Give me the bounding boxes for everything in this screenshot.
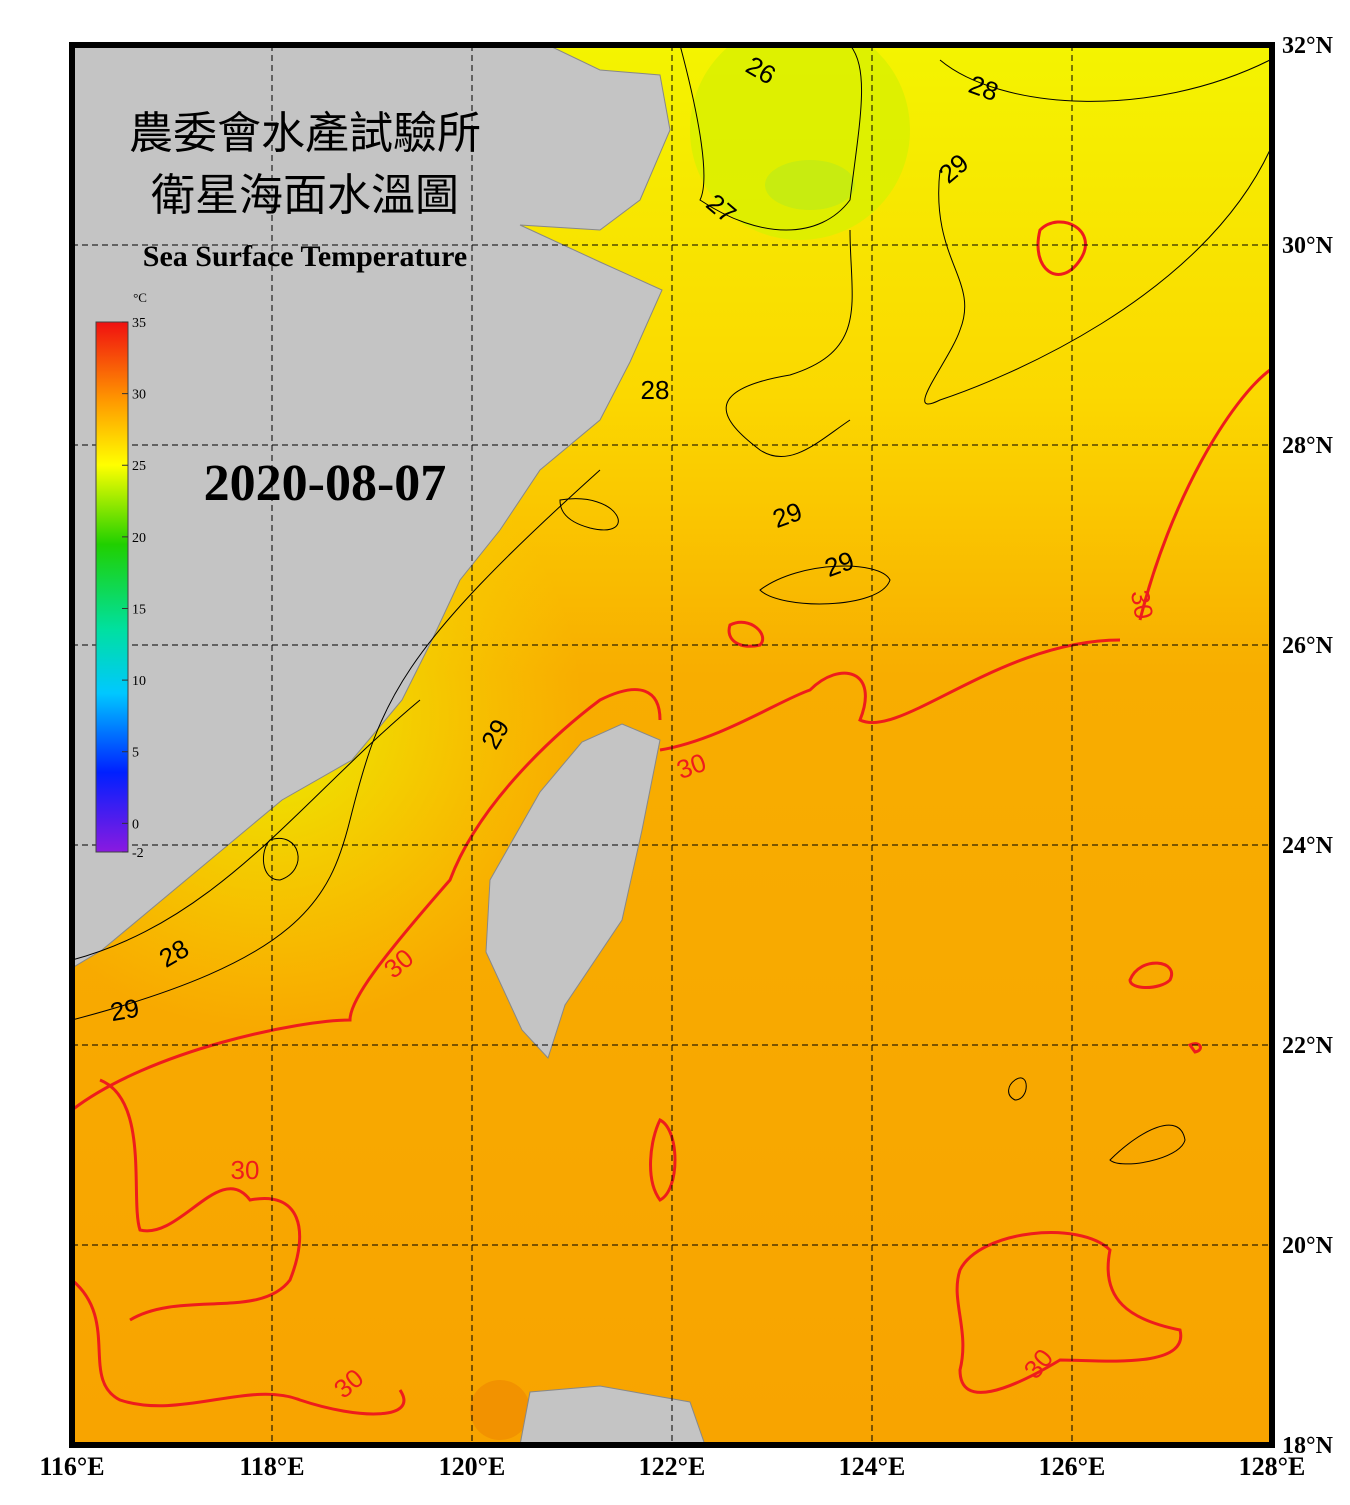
- luzon: [519, 1385, 706, 1445]
- lon-tick-label: 128°E: [1239, 1452, 1306, 1481]
- colorbar-tick-label: 5: [132, 746, 139, 761]
- cool-patch: [765, 160, 855, 210]
- lon-tick-label: 116°E: [39, 1452, 104, 1481]
- map-area: [72, 45, 1272, 1445]
- title-zh-2: 衛星海面水溫圖: [151, 171, 459, 220]
- lon-tick-label: 120°E: [439, 1452, 506, 1481]
- contour-label: 30: [231, 1155, 260, 1185]
- mainland: [72, 45, 671, 969]
- lat-tick-label: 18°N: [1282, 1433, 1334, 1459]
- colorbar-tick-label: 10: [132, 674, 146, 689]
- lat-tick-label: 30°N: [1282, 233, 1334, 259]
- colorbar-tick-label: 0: [132, 817, 139, 832]
- lon-tick-label: 124°E: [839, 1452, 906, 1481]
- map-frame: [69, 42, 1275, 1448]
- contour-label: 28: [641, 375, 670, 405]
- contours-black: [72, 45, 1271, 1165]
- lat-tick-label: 26°N: [1282, 633, 1334, 659]
- lat-tick-label: 32°N: [1282, 33, 1334, 59]
- taiwan: [485, 723, 661, 1059]
- lon-tick-label: 126°E: [1039, 1452, 1106, 1481]
- contour-label: 30: [1125, 588, 1160, 622]
- date: 2020-08-07: [204, 455, 447, 512]
- lon-tick-label: 122°E: [639, 1452, 706, 1481]
- warm-patch: [470, 1380, 530, 1440]
- lat-tick-label: 22°N: [1282, 1033, 1334, 1059]
- contour-label: 29: [108, 993, 142, 1028]
- title-zh-1: 農委會水產試驗所: [129, 109, 481, 158]
- lon-tick-label: 118°E: [239, 1452, 304, 1481]
- lat-tick-label: 24°N: [1282, 833, 1334, 859]
- lat-tick-label: 20°N: [1282, 1233, 1334, 1259]
- lat-tick-label: 28°N: [1282, 433, 1334, 459]
- colorbar-tick-label: -2: [132, 846, 144, 861]
- colorbar-unit: °C: [133, 290, 147, 305]
- colorbar-tick-label: 25: [132, 459, 146, 474]
- colorbar-tick-label: 20: [132, 531, 146, 546]
- colorbar-tick-label: 30: [132, 388, 146, 403]
- colorbar-tick-label: 35: [132, 316, 146, 331]
- cool-patch: [690, 45, 910, 240]
- title-en: Sea Surface Temperature: [143, 240, 467, 273]
- colorbar: [95, 321, 129, 853]
- colorbar-tick-label: 15: [132, 602, 146, 617]
- contours-30: [72, 220, 1271, 1416]
